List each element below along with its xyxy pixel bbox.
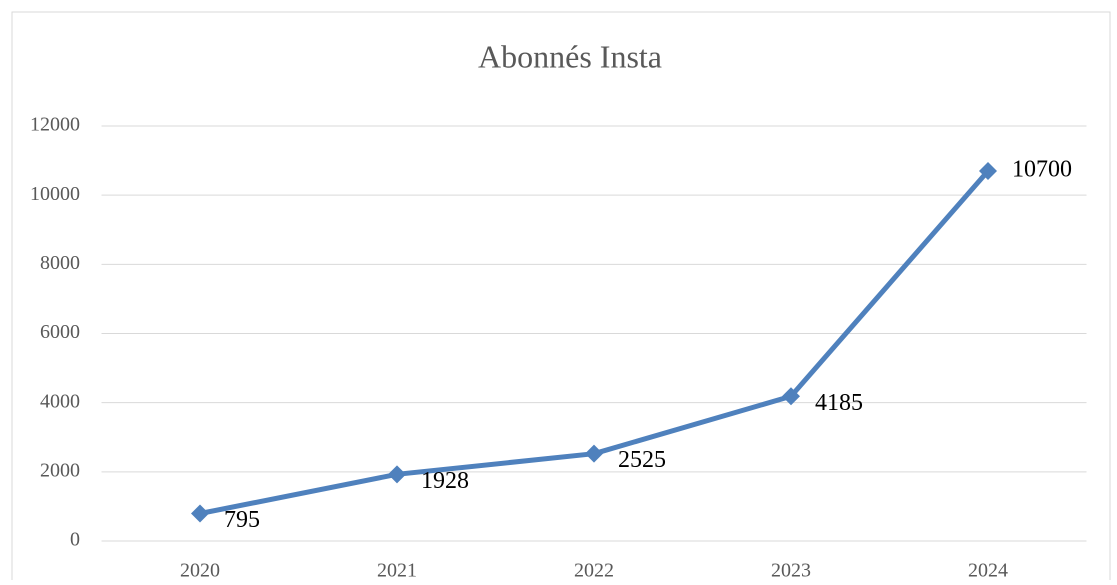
y-tick-label: 10000 <box>30 183 80 205</box>
data-label: 4185 <box>815 390 863 416</box>
data-point <box>388 465 406 484</box>
x-tick-label: 2021 <box>377 560 417 580</box>
y-tick-label: 12000 <box>30 114 80 136</box>
data-point <box>585 444 603 463</box>
y-tick-label: 0 <box>70 529 80 551</box>
y-tick-label: 8000 <box>40 252 80 274</box>
y-tick-label: 6000 <box>40 321 80 343</box>
y-tick-label: 2000 <box>40 459 80 481</box>
data-label: 2525 <box>618 447 666 473</box>
data-point <box>191 504 209 523</box>
x-tick-label: 2022 <box>574 560 614 580</box>
chart-title: Abonnés Insta <box>478 38 662 74</box>
data-label: 10700 <box>1012 156 1072 182</box>
x-tick-label: 2024 <box>968 560 1008 580</box>
data-label: 795 <box>224 507 260 533</box>
x-tick-label: 2020 <box>180 560 220 580</box>
chart-border <box>11 11 1111 585</box>
data-point <box>979 161 997 180</box>
y-tick-label: 4000 <box>40 390 80 412</box>
data-point <box>782 387 800 406</box>
x-tick-label: 2023 <box>771 560 811 580</box>
data-label: 1928 <box>421 468 469 494</box>
